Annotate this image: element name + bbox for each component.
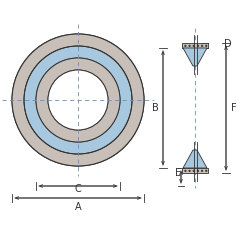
Polygon shape [183,48,207,66]
Polygon shape [183,150,207,168]
Text: F: F [231,103,237,113]
Text: E: E [175,168,181,178]
Circle shape [12,34,144,166]
Polygon shape [182,43,208,48]
Text: D: D [224,39,232,49]
Text: B: B [152,103,158,113]
Circle shape [48,70,108,130]
Text: A: A [75,202,81,212]
Text: C: C [75,184,81,194]
Polygon shape [182,168,208,173]
